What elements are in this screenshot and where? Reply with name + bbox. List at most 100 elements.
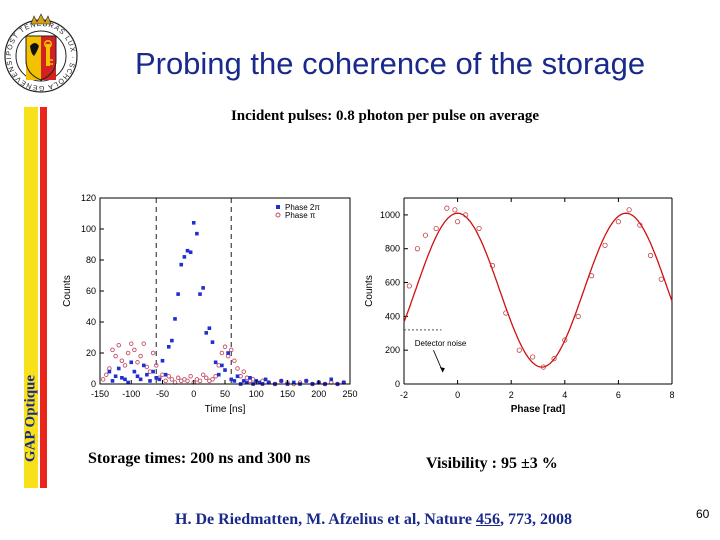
left-point-phase-2pi: [291, 380, 296, 385]
left-point-phase-2pi: [157, 377, 162, 382]
left-x-tick-label: 200: [311, 389, 326, 399]
left-point-phase-2pi: [207, 326, 212, 330]
left-point-phase-2pi: [223, 368, 227, 372]
right-x-tick-label: 4: [562, 390, 567, 400]
left-point-phase-pi: [132, 347, 137, 353]
right-data-point: [433, 225, 439, 232]
logo-key: [46, 44, 50, 66]
left-y-axis-label: Counts: [62, 275, 73, 307]
left-point-phase-2pi: [173, 317, 177, 321]
right-data-point: [463, 212, 469, 218]
left-x-tick-label: 50: [220, 389, 230, 399]
left-x-tick-label: 100: [249, 389, 264, 399]
left-point-phase-2pi: [166, 345, 171, 349]
left-point-phase-2pi: [170, 338, 174, 343]
right-data-point: [647, 252, 654, 259]
right-data-point: [575, 313, 581, 319]
legend-swatch-phase-2pi: [276, 205, 280, 209]
left-point-phase-pi: [232, 358, 237, 363]
right-data-point: [455, 219, 461, 225]
left-point-phase-pi: [241, 369, 246, 374]
left-point-phase-pi: [222, 344, 228, 350]
left-point-phase-2pi: [191, 221, 196, 225]
right-x-tick-label: 6: [616, 390, 621, 400]
right-fit-curve: [403, 212, 673, 368]
left-point-phase-pi: [238, 373, 243, 379]
right-data-point: [602, 242, 608, 248]
left-x-tick-label: -50: [156, 389, 169, 399]
logo-shield-left: [26, 36, 41, 80]
left-point-phase-pi: [141, 341, 146, 346]
right-y-tick-label: 800: [385, 244, 400, 254]
right-data-point: [658, 276, 664, 282]
right-data-point: [476, 225, 482, 232]
right-data-point: [530, 354, 536, 360]
left-point-phase-2pi: [145, 372, 149, 377]
sidebar-yellow-bar: [24, 107, 38, 488]
left-point-phase-2pi: [129, 360, 134, 365]
right-data-point: [422, 232, 429, 238]
right-data-point: [406, 283, 412, 289]
left-y-tick-label: 40: [86, 317, 96, 327]
left-point-phase-2pi: [257, 380, 262, 385]
left-point-phase-pi: [200, 372, 206, 377]
left-point-phase-pi: [216, 363, 221, 368]
left-point-phase-2pi: [126, 380, 130, 385]
left-point-phase-pi: [188, 373, 193, 379]
sidebar-label: GAP Optique: [22, 374, 39, 463]
left-point-phase-pi: [166, 373, 171, 379]
left-x-tick-label: 0: [191, 389, 196, 399]
left-point-phase-2pi: [245, 380, 249, 385]
left-point-phase-pi: [113, 353, 118, 359]
left-point-phase-2pi: [110, 379, 115, 383]
left-point-phase-2pi: [179, 262, 184, 267]
right-data-point: [626, 207, 632, 213]
right-data-point: [551, 356, 557, 362]
citation-suffix: , 773, 2008: [499, 511, 572, 528]
university-logo: POST TENEBRAS LUX · SCHOLA GENEVENSIS: [2, 6, 78, 93]
left-y-tick-label: 0: [91, 379, 96, 389]
left-point-phase-2pi: [266, 380, 271, 385]
right-data-point: [562, 337, 568, 343]
left-point-phase-2pi: [116, 366, 121, 371]
right-x-tick-label: 2: [509, 390, 514, 400]
left-point-phase-2pi: [141, 363, 146, 368]
left-point-phase-pi: [210, 377, 215, 382]
left-x-tick-label: 250: [342, 389, 357, 399]
caption-storage-times: Storage times: 200 ns and 300 ns: [88, 450, 311, 467]
right-y-tick-label: 200: [385, 345, 400, 355]
left-point-phase-2pi: [123, 377, 127, 382]
right-annotation-arrowhead: [439, 367, 445, 373]
left-x-axis-label: Time [ns]: [205, 404, 246, 415]
left-point-phase-pi: [100, 377, 106, 382]
right-y-tick-label: 600: [385, 278, 400, 288]
right-data-point: [589, 273, 595, 279]
left-point-phase-2pi: [195, 231, 199, 236]
left-point-phase-pi: [244, 375, 250, 381]
left-point-phase-2pi: [132, 369, 137, 374]
left-point-phase-2pi: [107, 369, 112, 374]
left-point-phase-2pi: [204, 331, 209, 335]
right-data-point: [540, 364, 546, 370]
left-point-phase-2pi: [226, 351, 230, 355]
left-point-phase-pi: [163, 378, 168, 384]
left-point-phase-2pi: [182, 255, 187, 259]
left-point-phase-pi: [119, 358, 125, 363]
citation-volume: 456: [475, 511, 500, 528]
left-point-phase-2pi: [160, 358, 165, 363]
left-point-phase-pi: [219, 350, 225, 356]
left-point-phase-pi: [225, 353, 231, 359]
citation: H. De Riedmatten, M. Afzelius et al, Nat…: [175, 511, 572, 529]
left-point-phase-pi: [197, 378, 203, 384]
left-point-phase-2pi: [235, 374, 240, 379]
right-data-point: [444, 205, 450, 211]
right-data-point: [503, 310, 509, 316]
left-point-phase-pi: [125, 350, 131, 356]
right-data-point: [452, 207, 458, 213]
left-point-phase-pi: [116, 342, 122, 348]
left-point-phase-2pi: [213, 360, 218, 365]
left-point-phase-2pi: [241, 379, 246, 383]
right-y-tick-label: 400: [385, 311, 400, 321]
left-point-phase-pi: [138, 353, 143, 359]
